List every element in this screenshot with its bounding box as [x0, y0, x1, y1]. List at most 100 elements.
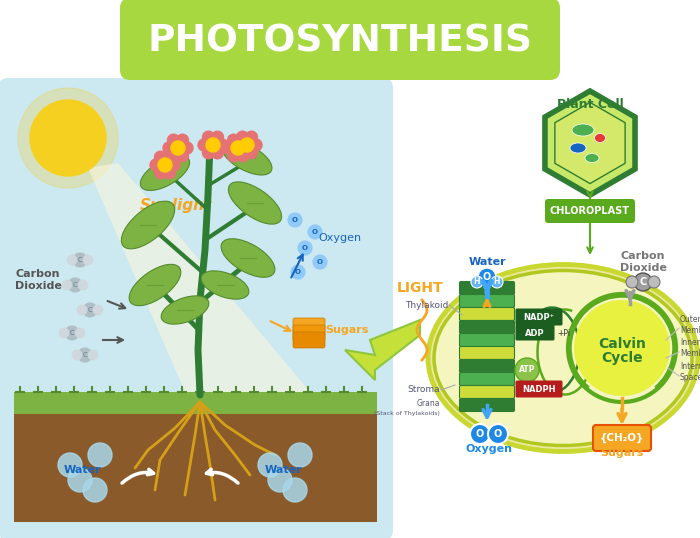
Circle shape [298, 241, 312, 255]
Polygon shape [555, 102, 625, 183]
Ellipse shape [121, 201, 175, 249]
Circle shape [228, 150, 239, 162]
Circle shape [288, 443, 312, 467]
Text: H: H [474, 278, 480, 287]
Circle shape [88, 443, 112, 467]
FancyBboxPatch shape [515, 324, 554, 341]
Circle shape [626, 276, 638, 288]
FancyBboxPatch shape [459, 281, 514, 294]
Circle shape [241, 142, 253, 154]
Circle shape [288, 213, 302, 227]
Circle shape [216, 139, 228, 151]
Circle shape [228, 134, 239, 146]
Circle shape [202, 147, 214, 159]
Ellipse shape [222, 141, 272, 175]
Text: +Pi: +Pi [557, 329, 570, 338]
Circle shape [313, 255, 327, 269]
Ellipse shape [570, 143, 586, 153]
FancyBboxPatch shape [0, 78, 393, 538]
Text: O: O [312, 229, 318, 235]
Text: Grana: Grana [416, 400, 440, 408]
FancyBboxPatch shape [14, 392, 377, 414]
Circle shape [237, 134, 248, 146]
Circle shape [232, 139, 244, 151]
Ellipse shape [585, 153, 599, 162]
Circle shape [223, 142, 235, 154]
Text: O: O [317, 259, 323, 265]
Text: C: C [69, 330, 74, 336]
Circle shape [478, 268, 496, 286]
Text: ATP: ATP [519, 365, 536, 374]
Text: Outer
Membrane: Outer Membrane [680, 315, 700, 335]
Text: Intermembrane
Space: Intermembrane Space [680, 362, 700, 381]
Polygon shape [345, 320, 420, 380]
Text: Carbon
Dioxide: Carbon Dioxide [15, 269, 62, 291]
Text: Carbon
Dioxide: Carbon Dioxide [620, 251, 666, 273]
FancyBboxPatch shape [459, 346, 514, 359]
Circle shape [88, 350, 98, 360]
Circle shape [72, 350, 82, 360]
Circle shape [176, 150, 188, 162]
FancyBboxPatch shape [293, 325, 325, 341]
Ellipse shape [129, 264, 181, 306]
Text: Cycle: Cycle [601, 351, 643, 365]
Text: C: C [83, 352, 88, 358]
FancyBboxPatch shape [459, 294, 514, 308]
Text: O: O [292, 217, 298, 223]
Ellipse shape [594, 133, 606, 143]
Text: O: O [494, 429, 502, 439]
FancyBboxPatch shape [459, 334, 514, 346]
Text: Sugars: Sugars [601, 448, 644, 458]
Text: Sunlight: Sunlight [140, 198, 212, 213]
Text: Stroma: Stroma [407, 386, 440, 394]
Circle shape [164, 167, 176, 179]
Text: O: O [476, 429, 484, 439]
Text: Oxygen: Oxygen [318, 233, 362, 243]
Circle shape [237, 131, 248, 143]
Circle shape [176, 134, 188, 146]
Text: Water: Water [468, 257, 506, 267]
FancyBboxPatch shape [459, 308, 514, 321]
Circle shape [77, 305, 87, 315]
FancyBboxPatch shape [459, 386, 514, 399]
Circle shape [150, 159, 162, 171]
Text: O: O [295, 269, 301, 275]
Polygon shape [545, 91, 635, 195]
Text: CHLOROPLAST: CHLOROPLAST [550, 206, 630, 216]
Circle shape [171, 141, 185, 155]
Circle shape [78, 280, 88, 290]
FancyBboxPatch shape [459, 399, 514, 412]
FancyBboxPatch shape [459, 321, 514, 334]
Text: Sugars: Sugars [325, 325, 368, 335]
Circle shape [168, 159, 180, 171]
Circle shape [258, 453, 282, 477]
FancyBboxPatch shape [120, 0, 560, 80]
Circle shape [206, 138, 220, 152]
Text: {CH₂O}: {CH₂O} [600, 433, 644, 443]
Text: NADPH: NADPH [522, 385, 556, 393]
Text: Water: Water [264, 465, 302, 475]
Circle shape [308, 225, 322, 239]
Circle shape [471, 276, 483, 288]
Circle shape [488, 424, 508, 444]
Circle shape [246, 147, 258, 159]
Circle shape [67, 255, 77, 265]
Ellipse shape [201, 271, 248, 299]
Text: Plant Cell: Plant Cell [556, 98, 624, 111]
Circle shape [648, 276, 660, 288]
Circle shape [268, 468, 292, 492]
Circle shape [83, 255, 93, 265]
Circle shape [283, 478, 307, 502]
Circle shape [58, 453, 82, 477]
Circle shape [491, 276, 503, 288]
Text: PHOTOSYNTHESIS: PHOTOSYNTHESIS [148, 24, 533, 60]
FancyBboxPatch shape [459, 372, 514, 386]
Circle shape [158, 158, 172, 172]
Circle shape [68, 278, 82, 292]
Circle shape [202, 131, 214, 143]
Ellipse shape [428, 265, 698, 451]
FancyBboxPatch shape [14, 94, 377, 404]
Text: ADP: ADP [525, 329, 545, 337]
FancyBboxPatch shape [515, 308, 563, 325]
Circle shape [250, 139, 262, 151]
